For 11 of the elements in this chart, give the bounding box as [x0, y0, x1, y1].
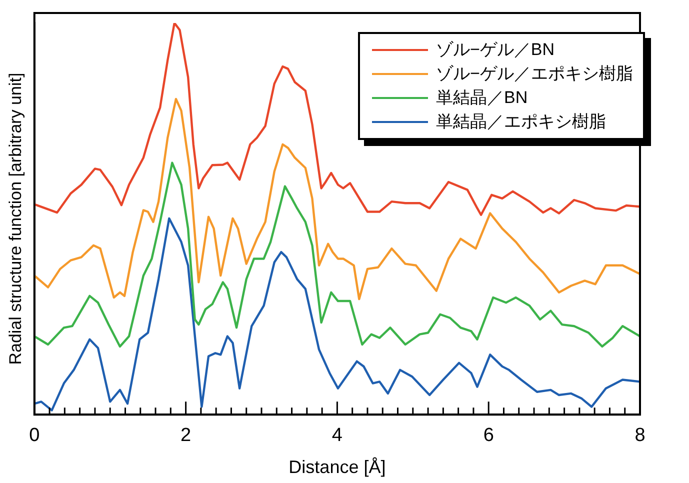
legend-label: ゾル−ゲル／BN [436, 39, 555, 61]
x-tick-label: 6 [483, 425, 494, 446]
x-tick-label: 0 [29, 425, 40, 446]
x-axis-title: Distance [Å] [288, 457, 386, 478]
x-tick-label: 4 [332, 425, 343, 446]
legend-label: 単結晶／BN [436, 87, 528, 109]
x-tick-label: 2 [180, 425, 192, 446]
x-tick-label: 8 [634, 425, 646, 446]
y-axis-title: Radial structure function [arbitrary unit] [6, 72, 25, 365]
legend-label: ゾル−ゲル／エポキシ樹脂 [436, 63, 633, 85]
legend-label: 単結晶／エポキシ樹脂 [436, 111, 606, 133]
